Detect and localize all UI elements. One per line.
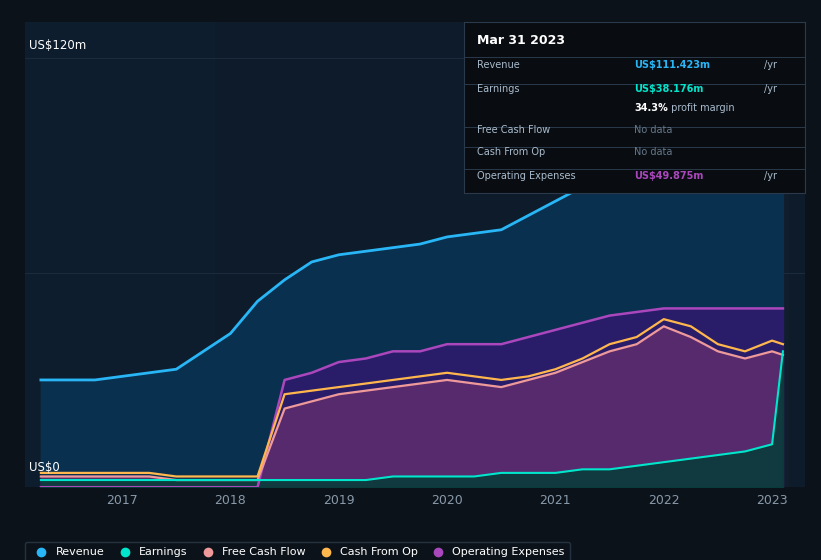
Text: /yr: /yr	[764, 84, 777, 94]
Legend: Revenue, Earnings, Free Cash Flow, Cash From Op, Operating Expenses: Revenue, Earnings, Free Cash Flow, Cash …	[25, 542, 571, 560]
Text: 34.3%: 34.3%	[635, 103, 668, 113]
Bar	[25, 22, 214, 487]
Text: US$49.875m: US$49.875m	[635, 171, 704, 181]
Text: /yr: /yr	[764, 171, 777, 181]
Text: US$38.176m: US$38.176m	[635, 84, 704, 94]
Text: No data: No data	[635, 147, 672, 157]
Text: Free Cash Flow: Free Cash Flow	[478, 125, 551, 135]
Text: /yr: /yr	[764, 60, 777, 70]
Text: No data: No data	[635, 125, 672, 135]
Text: Revenue: Revenue	[478, 60, 521, 70]
Text: profit margin: profit margin	[668, 103, 735, 113]
Text: US$120m: US$120m	[29, 39, 85, 52]
Text: Operating Expenses: Operating Expenses	[478, 171, 576, 181]
Text: US$111.423m: US$111.423m	[635, 60, 710, 70]
Bar	[702, 22, 788, 487]
Text: US$0: US$0	[29, 461, 59, 474]
Text: Cash From Op: Cash From Op	[478, 147, 546, 157]
Text: Earnings: Earnings	[478, 84, 520, 94]
Text: Mar 31 2023: Mar 31 2023	[478, 34, 566, 48]
